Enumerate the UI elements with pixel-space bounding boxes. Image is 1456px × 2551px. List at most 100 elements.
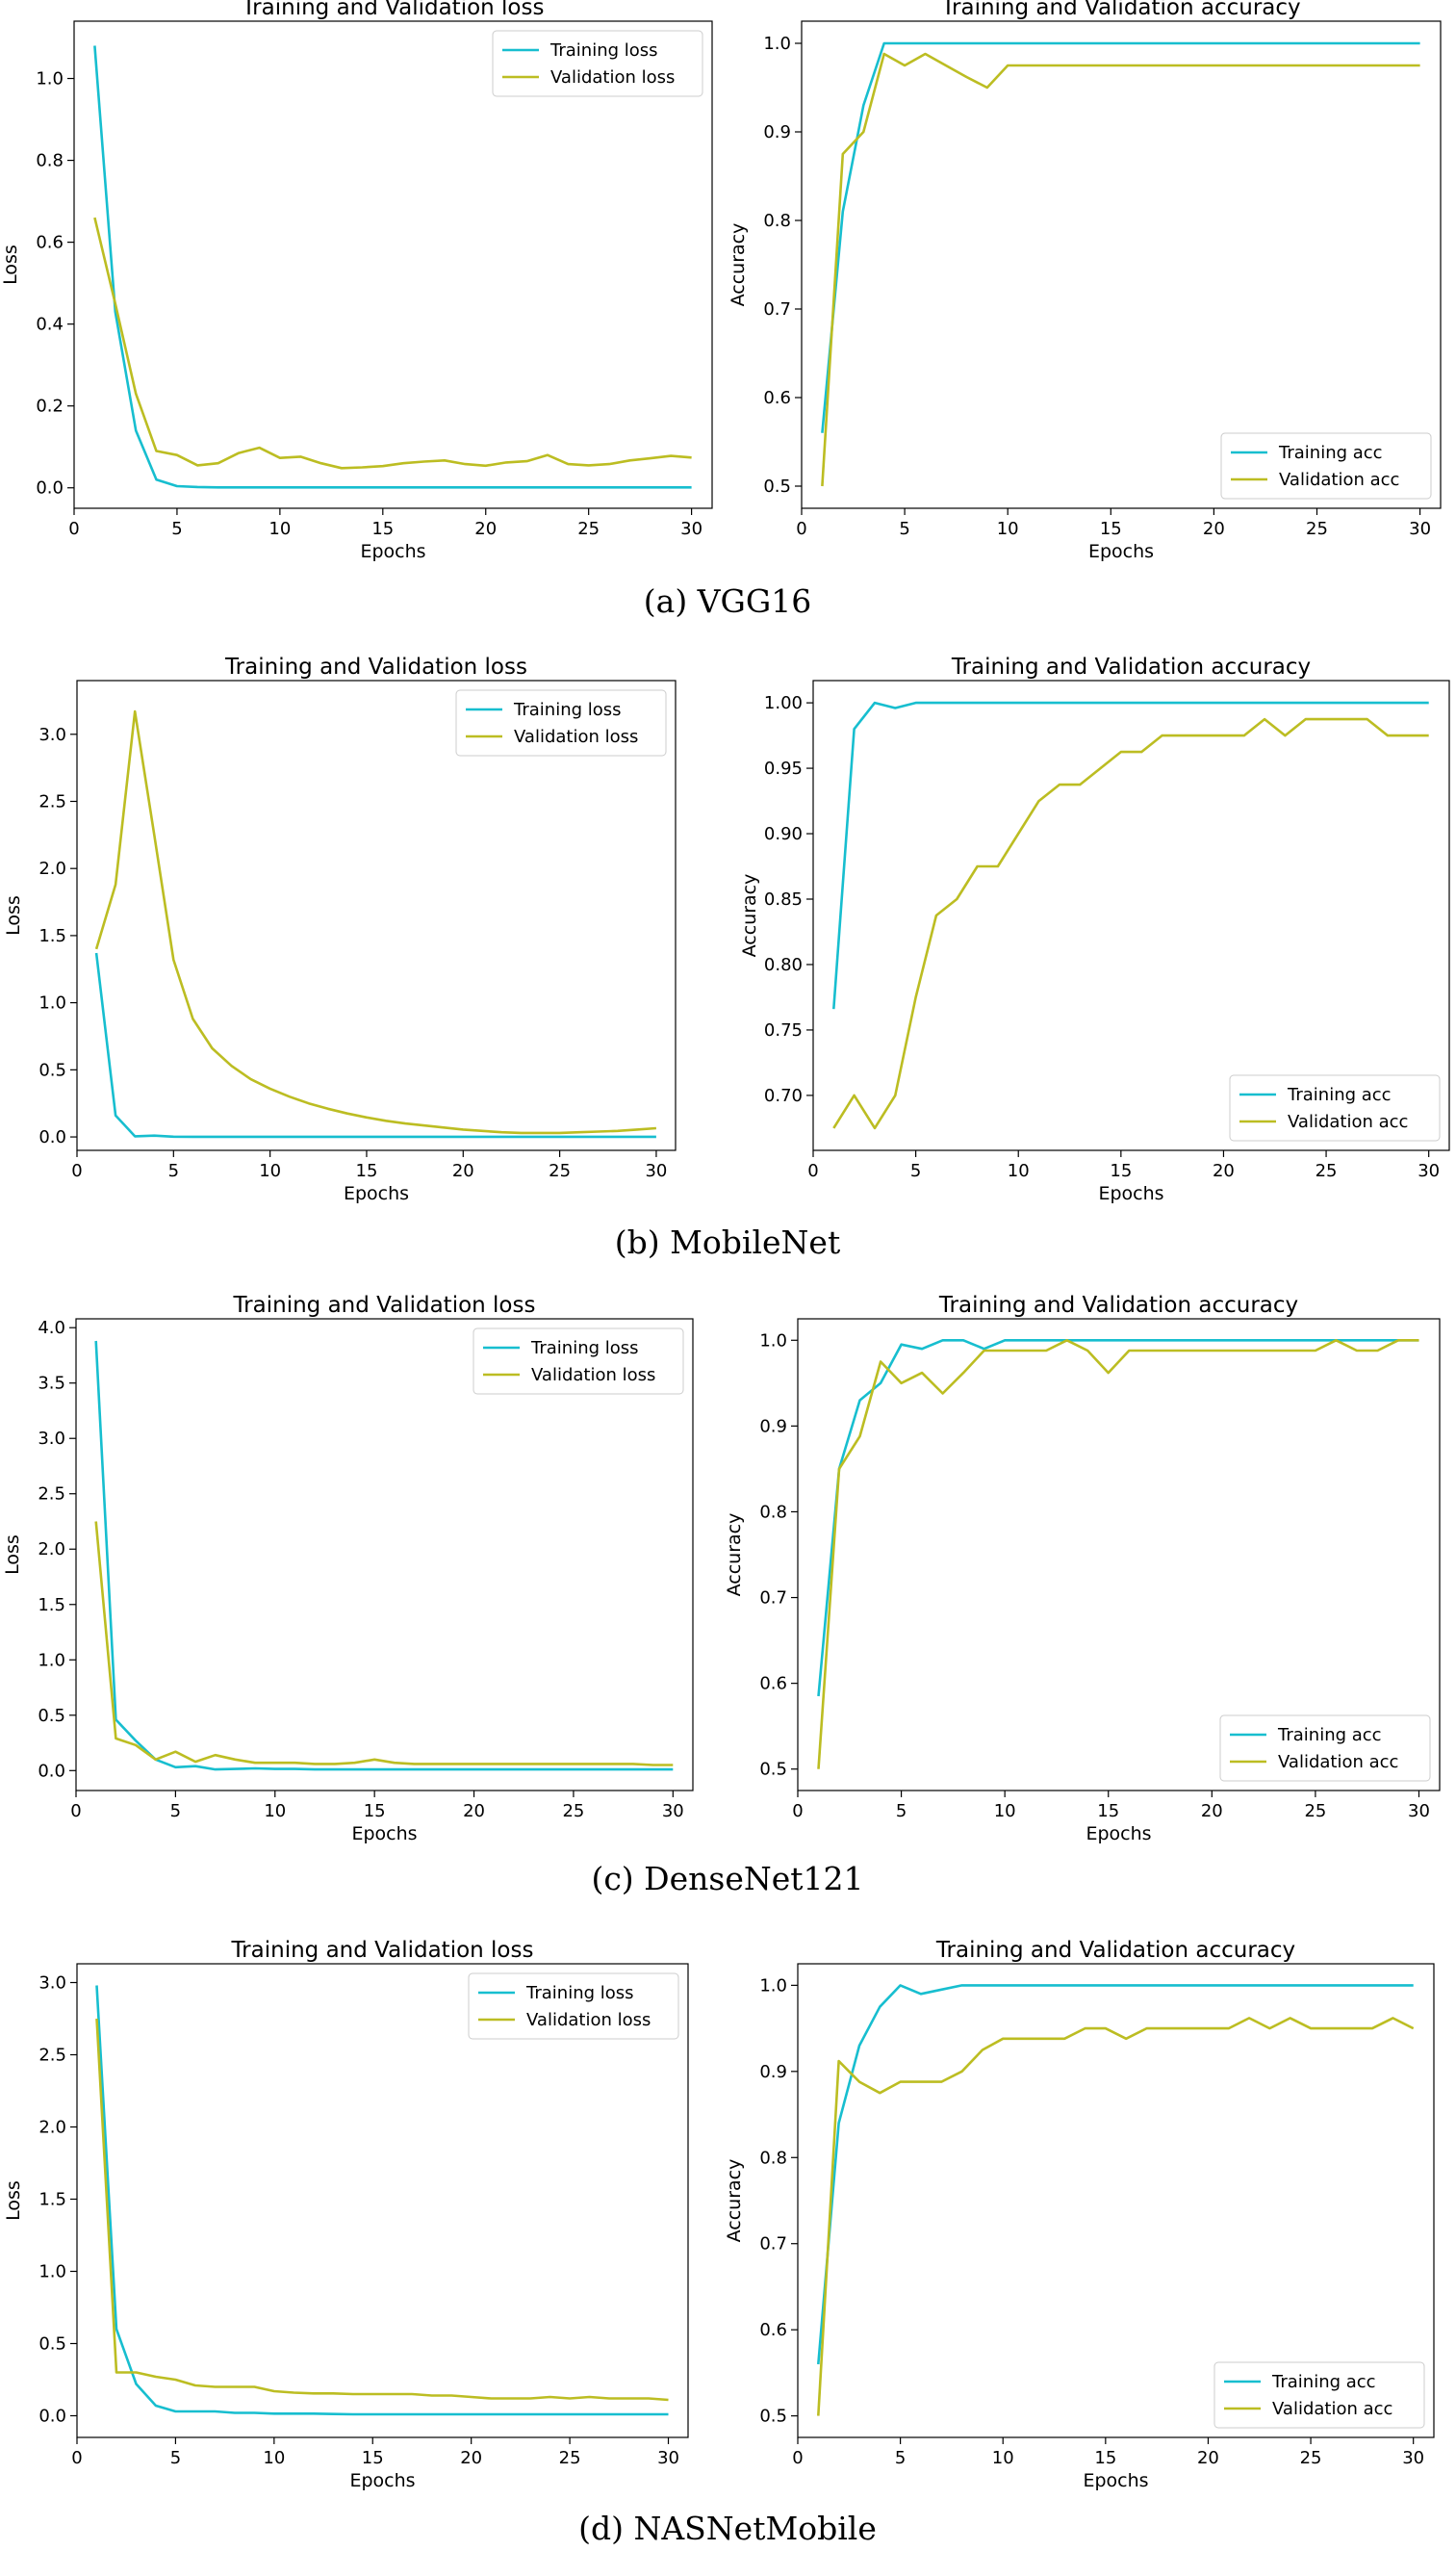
series-line-training-loss xyxy=(93,45,692,489)
x-tick-label: 15 xyxy=(362,2448,384,2468)
legend-label: Validation loss xyxy=(531,1365,655,1385)
legend-box xyxy=(1229,1074,1441,1142)
y-tick-label: 1.0 xyxy=(759,1975,787,1996)
x-tick-label: 0 xyxy=(68,519,79,539)
x-tick-label: 0 xyxy=(71,2448,82,2468)
chart-title: Training and Validation loss xyxy=(242,0,545,20)
legend-box xyxy=(1220,432,1432,500)
x-tick-label: 15 xyxy=(1094,2448,1116,2468)
legend-box xyxy=(473,1327,684,1395)
chart-6: Training and Validation loss 0 5 10 15 20 25 30… xyxy=(3,1938,689,2491)
y-tick-label: 3.0 xyxy=(38,725,66,745)
x-tick-label: 30 xyxy=(657,2448,679,2468)
plot-frame xyxy=(797,1963,1435,2438)
y-tick-label: 1.0 xyxy=(38,1650,65,1670)
series-line-validation-loss xyxy=(93,217,692,470)
x-tick-label: 25 xyxy=(1316,1161,1338,1181)
y-tick-label: 2.5 xyxy=(38,1484,65,1505)
x-tick-label: 0 xyxy=(70,1801,81,1821)
y-tick-label: 3.5 xyxy=(38,1374,65,1394)
y-tick-label: 2.0 xyxy=(38,2118,66,2138)
legend-label: Training loss xyxy=(549,40,658,61)
y-tick-label: 2.5 xyxy=(38,2046,66,2066)
y-tick-label: 0.4 xyxy=(36,315,64,335)
chart-title: Training and Validation accuracy xyxy=(951,655,1311,680)
caption-vgg16: (a) VGG16 xyxy=(644,582,811,620)
y-tick-label: 0.5 xyxy=(763,477,791,497)
x-tick-label: 30 xyxy=(1408,1801,1430,1821)
x-tick-label: 10 xyxy=(263,2448,285,2468)
y-axis-label: Accuracy xyxy=(724,1513,745,1597)
x-tick-label: 0 xyxy=(792,2448,803,2468)
y-tick-label: 0.2 xyxy=(36,397,64,417)
y-tick-label: 1.00 xyxy=(764,693,803,713)
y-tick-label: 0.5 xyxy=(759,2407,787,2427)
y-tick-label: 0.75 xyxy=(764,1020,803,1041)
x-tick-label: 15 xyxy=(1097,1801,1119,1821)
x-tick-label: 10 xyxy=(1008,1161,1030,1181)
x-axis-label: Epochs xyxy=(351,1823,417,1844)
x-tick-label: 15 xyxy=(1110,1161,1132,1181)
x-tick-label: 30 xyxy=(662,1801,684,1821)
plot-frame xyxy=(76,680,677,1151)
y-tick-label: 0.9 xyxy=(759,2062,787,2082)
y-tick-label: 1.0 xyxy=(38,993,66,1014)
x-tick-label: 5 xyxy=(896,1801,907,1821)
plot-frame xyxy=(812,680,1450,1151)
y-axis-label: Loss xyxy=(0,245,21,285)
y-axis-label: Loss xyxy=(2,1534,23,1575)
plot-frame xyxy=(801,20,1442,509)
legend: Training acc Validation acc xyxy=(1213,2361,1425,2429)
legend-label: Validation loss xyxy=(550,67,675,88)
x-tick-label: 25 xyxy=(1304,1801,1326,1821)
x-tick-label: 10 xyxy=(994,1801,1016,1821)
y-tick-label: 0.8 xyxy=(759,1502,787,1522)
legend: Training loss Validation loss xyxy=(473,1327,684,1395)
legend: Training loss Validation loss xyxy=(468,1972,679,2040)
legend-label: Validation acc xyxy=(1272,2399,1392,2419)
series-line-training-acc xyxy=(832,701,1429,1010)
y-tick-label: 0.85 xyxy=(764,889,803,910)
chart-0: Training and Validation loss 0 5 10 15 20 25 30… xyxy=(0,0,713,562)
chart-7: Training and Validation accuracy 0 5 10 15 20… xyxy=(724,1938,1435,2491)
y-tick-label: 0.7 xyxy=(759,1588,787,1609)
legend-box xyxy=(1219,1714,1431,1782)
x-tick-label: 5 xyxy=(170,2448,181,2468)
legend-label: Training acc xyxy=(1277,1725,1382,1745)
x-tick-label: 20 xyxy=(1201,1801,1223,1821)
legend-label: Validation loss xyxy=(526,2010,651,2030)
x-tick-label: 5 xyxy=(168,1161,179,1181)
legend-label: Validation acc xyxy=(1279,470,1399,490)
x-tick-label: 30 xyxy=(645,1161,667,1181)
legend-label: Training acc xyxy=(1287,1085,1392,1105)
x-axis-label: Epochs xyxy=(349,2470,415,2491)
x-tick-label: 25 xyxy=(549,1161,571,1181)
series-line-training-acc xyxy=(817,1984,1414,2365)
legend-box xyxy=(455,689,667,757)
y-tick-label: 0.9 xyxy=(759,1416,787,1436)
legend: Training acc Validation acc xyxy=(1219,1714,1431,1782)
plot-frame xyxy=(797,1318,1441,1791)
x-tick-label: 20 xyxy=(452,1161,474,1181)
chart-5: Training and Validation accuracy 0 5 10 15 20… xyxy=(724,1293,1441,1844)
x-tick-label: 20 xyxy=(460,2448,482,2468)
y-tick-label: 0.5 xyxy=(759,1760,787,1780)
chart-title: Training and Validation accuracy xyxy=(935,1938,1295,1963)
y-tick-label: 0.0 xyxy=(38,1127,66,1147)
y-tick-label: 0.0 xyxy=(38,1761,65,1781)
caption-nasnetmobile: (d) NASNetMobile xyxy=(578,2510,877,2547)
x-axis-label: Epochs xyxy=(1086,1823,1151,1844)
x-tick-label: 10 xyxy=(997,519,1019,539)
x-tick-label: 20 xyxy=(1197,2448,1219,2468)
x-axis-label: Epochs xyxy=(360,541,425,562)
legend: Training acc Validation acc xyxy=(1229,1074,1441,1142)
y-tick-label: 2.0 xyxy=(38,859,66,879)
plot-frame xyxy=(73,20,713,509)
series-line-validation-acc xyxy=(817,1339,1419,1769)
caption-densenet121: (c) DenseNet121 xyxy=(591,1860,863,1897)
y-tick-label: 1.0 xyxy=(38,2262,66,2282)
y-tick-label: 1.0 xyxy=(759,1330,787,1351)
series-line-validation-loss xyxy=(94,1521,674,1766)
x-tick-label: 15 xyxy=(356,1161,378,1181)
y-tick-label: 2.5 xyxy=(38,791,66,812)
